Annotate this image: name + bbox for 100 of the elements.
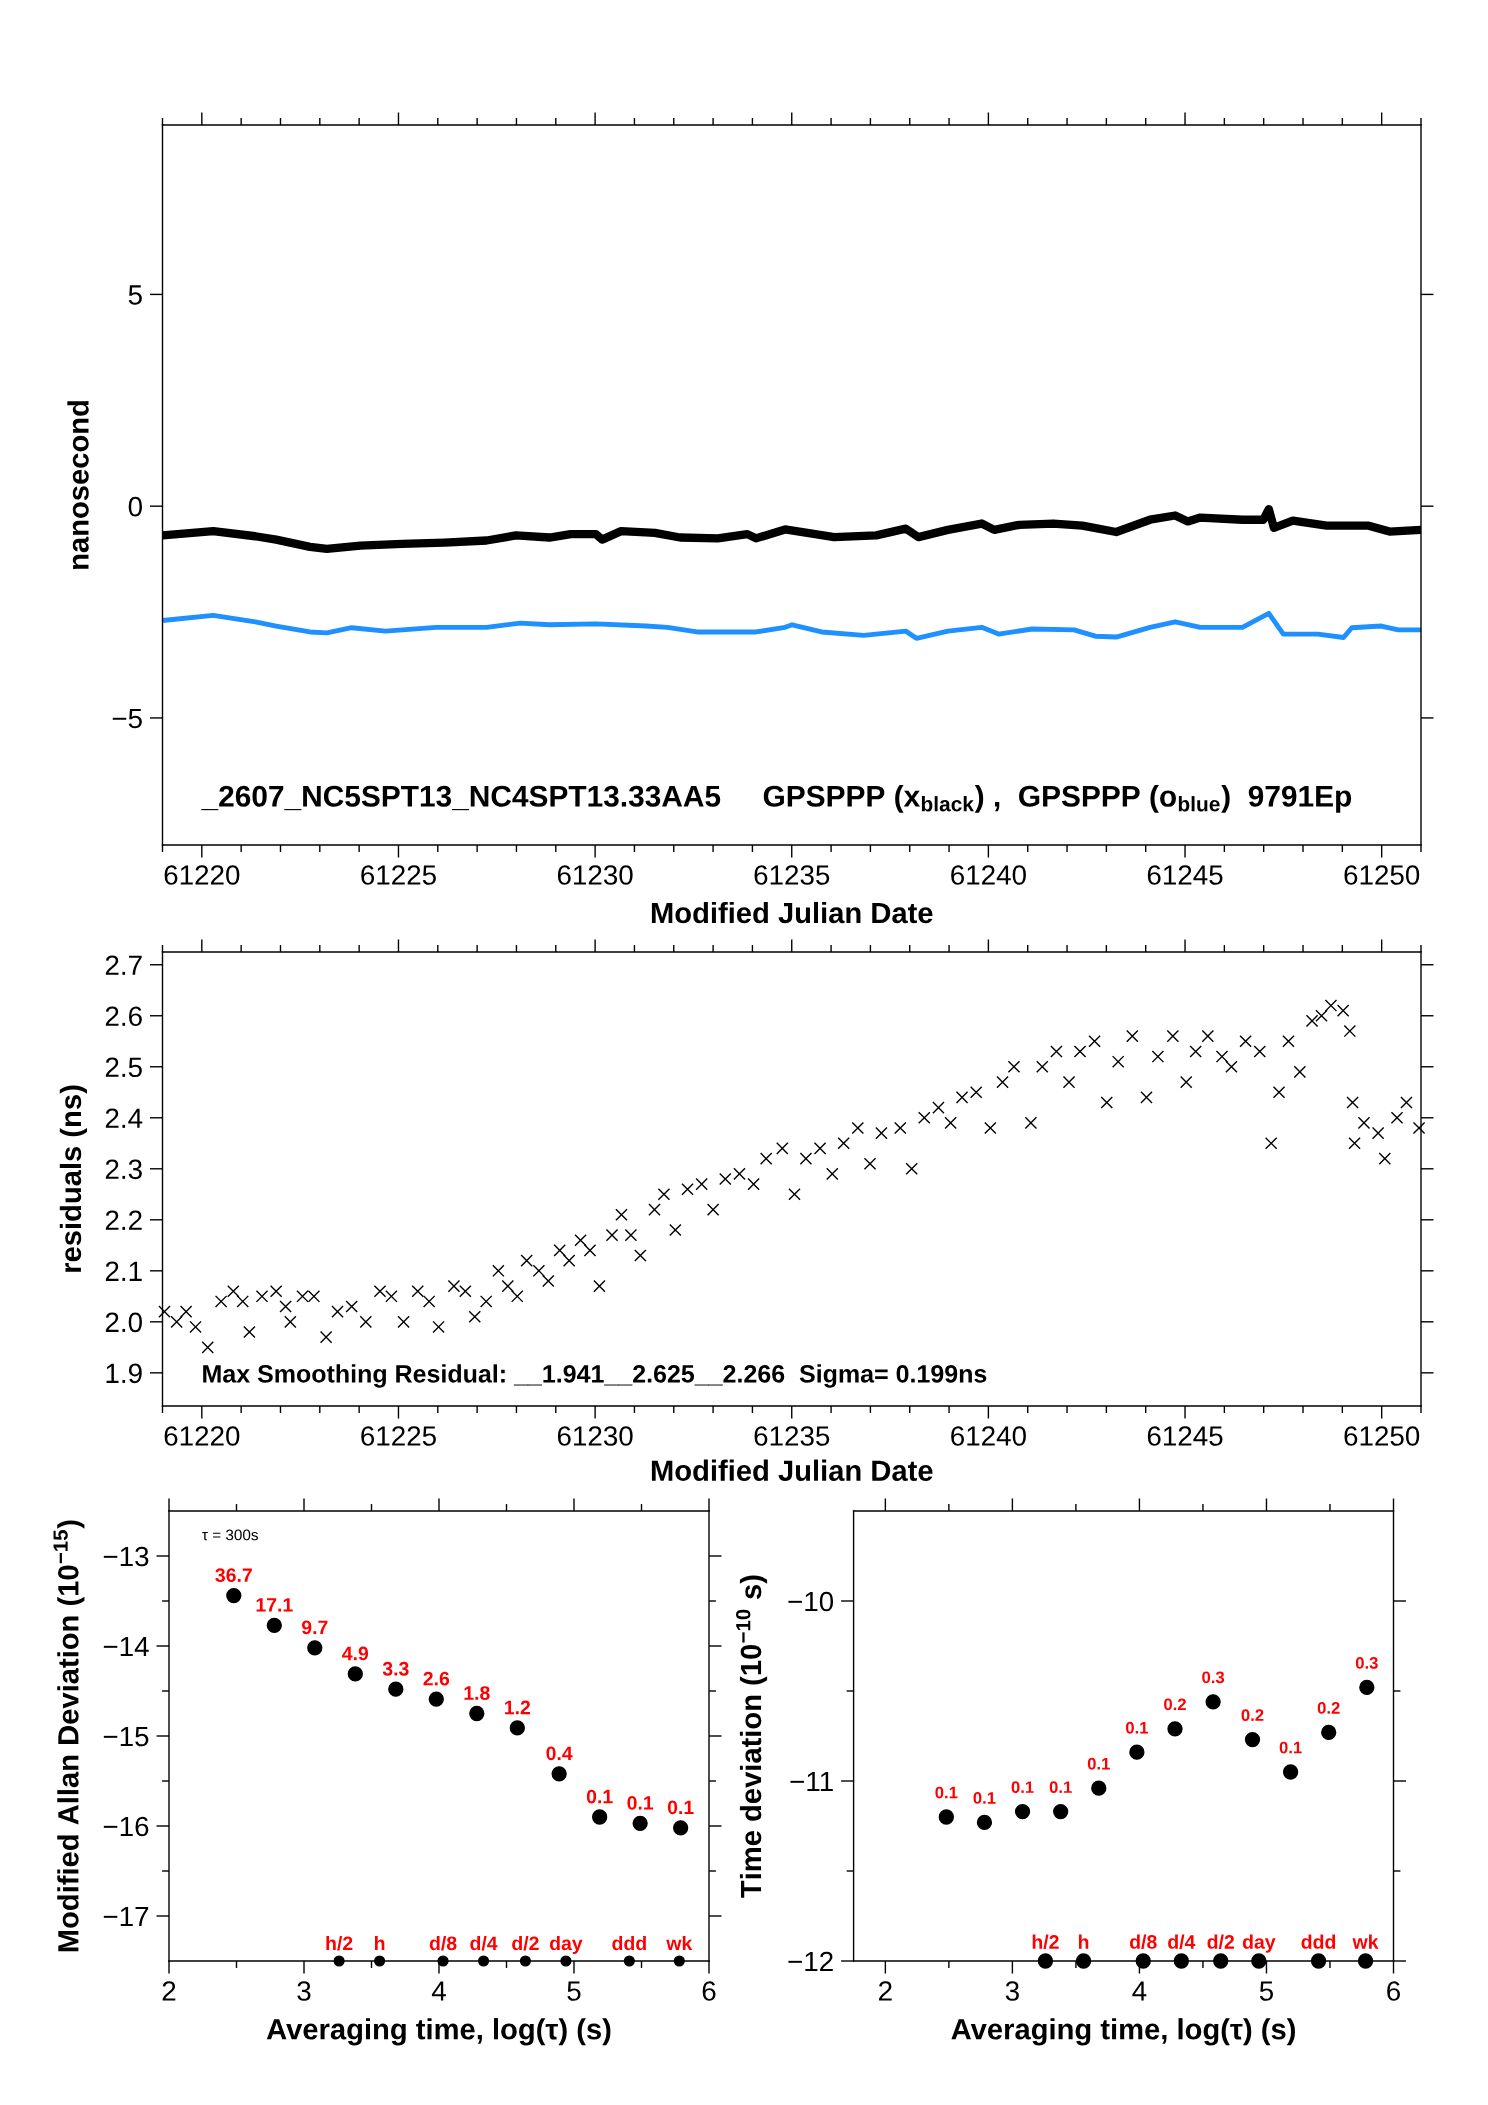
annotation: 0.1 [1011, 1781, 1034, 1794]
annotation: d/4 [1168, 1934, 1196, 1950]
y-tick-label: 2.4 [105, 1108, 143, 1128]
x-tick-label: 61245 [1147, 865, 1223, 885]
annotation: day [1242, 1934, 1276, 1953]
annotation: 3.3 [382, 1661, 409, 1676]
annotation: 0.2 [1317, 1702, 1340, 1714]
annotation: 0.1 [973, 1792, 996, 1804]
y-tick-label: −15 [103, 1726, 149, 1747]
point [1014, 1803, 1031, 1820]
annotation: 36.7 [215, 1568, 252, 1583]
x-tick-label: 5 [567, 1981, 581, 2001]
x-axis-title: Modified Julian Date [651, 1459, 933, 1481]
point [1075, 1953, 1092, 1969]
y-axis-title: Modified Allan Deviation (10$^{−15}$) [53, 1520, 85, 1952]
x-tick-label: 4 [1132, 1981, 1147, 2001]
annotation: 0.1 [667, 1800, 694, 1815]
annotation: 0.3 [1355, 1657, 1378, 1669]
annotation: h/2 [326, 1935, 353, 1951]
x-tick-label: 3 [297, 1981, 311, 2001]
x-tick-label: 61245 [1147, 1426, 1223, 1446]
point [1167, 1721, 1183, 1737]
annotation: 4.9 [342, 1646, 369, 1661]
x-tick-label: 61235 [754, 865, 830, 885]
annotation: ddd [612, 1935, 646, 1951]
annotation: d/4 [470, 1935, 498, 1951]
x-tick-label: 61240 [951, 865, 1026, 885]
annotation: ddd [1301, 1934, 1336, 1949]
y-axis-title: nanosecond [67, 401, 89, 569]
x-tick-label: 6 [1387, 1981, 1400, 2001]
y-axis-title: residuals (ns) [59, 1085, 87, 1272]
annotation: τ = 300s [202, 1529, 258, 1541]
point [347, 1666, 363, 1682]
point [519, 1955, 531, 1967]
point [469, 1705, 485, 1722]
x-axis-title: Averaging time, log(τ) (s) [951, 2018, 1295, 2046]
point [1251, 1953, 1267, 1969]
point [1244, 1731, 1261, 1748]
y-tick-label: −10 [788, 1591, 834, 1612]
x-tick-label: 61235 [754, 1426, 830, 1446]
point [1053, 1803, 1069, 1820]
annotation: 17.1 [256, 1598, 293, 1612]
point [1205, 1694, 1221, 1710]
point [1037, 1953, 1054, 1969]
point [673, 1820, 689, 1836]
point [1091, 1780, 1107, 1796]
annotation: wk [1352, 1934, 1379, 1949]
x-tick-label: 61250 [1344, 1426, 1420, 1446]
x-axis-title: Modified Julian Date [651, 901, 933, 924]
point [673, 1955, 685, 1967]
point [437, 1955, 449, 1967]
point [1282, 1764, 1299, 1780]
point [333, 1955, 345, 1967]
point [938, 1809, 954, 1825]
x-tick-label: 4 [431, 1981, 446, 2001]
point [374, 1955, 386, 1967]
point [1310, 1953, 1327, 1969]
annotation: d/2 [512, 1935, 539, 1951]
y-tick-label: −12 [788, 1951, 833, 1972]
x-tick-label: 2 [162, 1981, 176, 2001]
annotation: h [1078, 1934, 1089, 1949]
line-series [162, 610, 1421, 641]
y-tick-label: 2.5 [105, 1057, 142, 1078]
point [1129, 1744, 1145, 1760]
x-tick-label: 61220 [164, 865, 240, 885]
y-tick-label: 2.0 [105, 1312, 142, 1333]
y-tick-label: 2.3 [105, 1159, 142, 1180]
annotation: 0.2 [1241, 1709, 1264, 1722]
point [976, 1814, 993, 1831]
annotation: 0.1 [627, 1795, 654, 1810]
point [1135, 1953, 1151, 1969]
annotation: 0.1 [1049, 1781, 1072, 1794]
annotation: 0.2 [1164, 1698, 1186, 1711]
point [477, 1955, 490, 1967]
x-tick-label: 3 [1005, 1981, 1019, 2001]
x-tick-label: 61230 [557, 1426, 633, 1446]
point [266, 1617, 282, 1633]
y-tick-label: −13 [103, 1546, 149, 1567]
x-tick-label: 61250 [1344, 865, 1420, 885]
point [307, 1640, 323, 1656]
y-tick-label: 1.9 [106, 1363, 142, 1384]
point [623, 1955, 635, 1967]
y-tick-label: 2.1 [105, 1261, 142, 1281]
annotation: 9.7 [301, 1620, 328, 1635]
y-tick-label: −14 [103, 1636, 149, 1657]
annotation: Max Smoothing Residual: __1.941__2.625__2.266 Sigma= 0.199ns [203, 1364, 987, 1388]
point [388, 1681, 404, 1697]
x-tick-label: 61230 [557, 865, 633, 885]
y-tick-label: −11 [790, 1771, 833, 1792]
point [560, 1955, 572, 1967]
x-tick-label: 6 [702, 1981, 716, 2001]
x-tick-label: 61240 [951, 1426, 1026, 1446]
annotation: h/2 [1032, 1934, 1059, 1950]
y-tick-label: 5 [128, 285, 142, 305]
annotation: 0.3 [1202, 1671, 1225, 1684]
annotation: d/8 [429, 1935, 457, 1951]
point [551, 1766, 567, 1782]
point [509, 1720, 525, 1736]
y-tick-label: −5 [112, 708, 142, 729]
annotation: d/8 [1129, 1934, 1157, 1950]
